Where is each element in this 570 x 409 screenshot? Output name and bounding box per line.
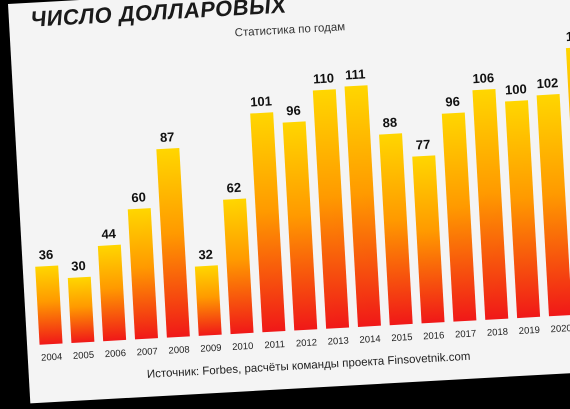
bar-2007 (127, 208, 158, 340)
x-tick-2019: 2019 (519, 325, 541, 337)
x-tick-2018: 2018 (487, 327, 509, 339)
bar-2016 (412, 155, 445, 324)
x-tick-2005: 2005 (73, 350, 95, 362)
bar-2004 (35, 265, 63, 345)
bar-2011 (250, 112, 286, 333)
value-label-2009: 32 (198, 247, 213, 263)
x-tick-labels: 2004 2005 2006 2007 2008 2009 2010 2011 2012 2013… (41, 323, 570, 364)
x-tick-2016: 2016 (423, 330, 445, 342)
value-label-2015: 88 (382, 115, 397, 131)
x-tick-2004: 2004 (41, 352, 63, 364)
bar-2020 (536, 94, 570, 317)
bar-2006 (97, 244, 127, 342)
value-label-2010: 62 (226, 180, 241, 196)
value-label-2014: 111 (345, 66, 366, 82)
value-label-2013: 110 (313, 70, 335, 86)
bar-2018 (472, 89, 509, 320)
bar-2015 (379, 133, 413, 326)
value-label-2004: 36 (38, 247, 53, 263)
bar-2009 (194, 265, 222, 336)
x-tick-2015: 2015 (391, 332, 413, 344)
x-tick-2010: 2010 (232, 341, 254, 353)
value-label-2019: 100 (505, 81, 528, 97)
x-tick-2007: 2007 (136, 346, 158, 358)
x-tick-2008: 2008 (168, 344, 190, 356)
bar-2013 (312, 89, 350, 329)
value-label-2020: 102 (536, 75, 559, 91)
bar-2005 (67, 276, 95, 343)
bar-2014 (344, 85, 381, 327)
value-label-2005: 30 (71, 258, 86, 274)
bar-2010 (223, 198, 254, 335)
x-tick-2013: 2013 (327, 336, 349, 348)
x-tick-2017: 2017 (455, 328, 477, 340)
value-label-2017: 96 (445, 94, 460, 110)
bars (35, 46, 570, 345)
x-tick-2011: 2011 (264, 339, 285, 351)
value-label-2018: 106 (472, 70, 495, 86)
bar-2012 (282, 121, 318, 331)
value-label-2016: 77 (415, 137, 430, 153)
bar-chart: 36 30 44 60 87 32 62 101 96 110 111 88 77 96 106 100 102… (35, 28, 570, 364)
x-tick-2012: 2012 (296, 337, 318, 349)
x-tick-2014: 2014 (359, 334, 381, 346)
value-label-2007: 60 (131, 189, 146, 205)
value-label-2012: 96 (286, 103, 301, 119)
value-label-2006: 44 (101, 226, 117, 242)
value-label-2021: 123 (566, 28, 570, 44)
value-labels: 36 30 44 60 87 32 62 101 96 110 111 88 77 96 106 100 102… (38, 28, 570, 274)
bar-2017 (441, 112, 477, 322)
bar-2019 (505, 100, 541, 319)
value-label-2011: 101 (250, 93, 273, 109)
value-label-2008: 87 (160, 129, 175, 145)
x-tick-2009: 2009 (200, 343, 222, 355)
x-tick-2020: 2020 (550, 323, 570, 335)
x-tick-2006: 2006 (105, 348, 127, 360)
bar-2008 (156, 147, 190, 338)
infographic-card: ЧИСЛО ДОЛЛАРОВЫХ Статистика по годам 36 3… (8, 0, 570, 404)
